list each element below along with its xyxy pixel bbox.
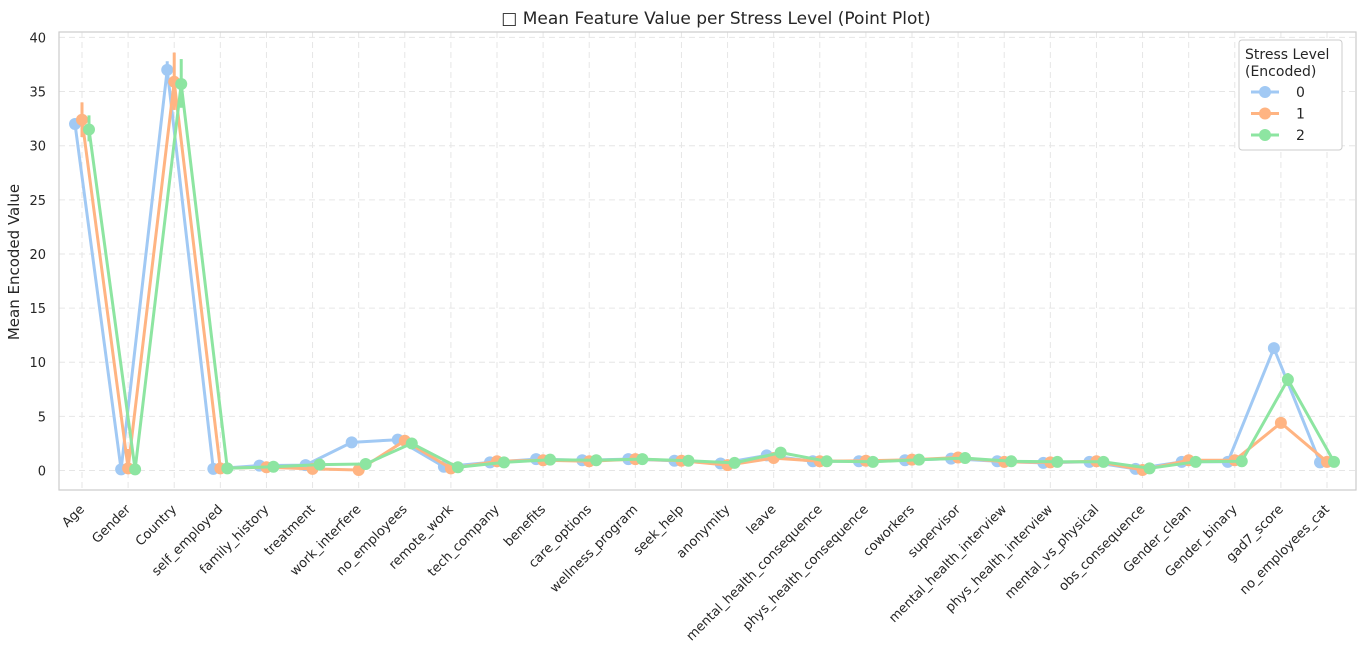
data-point <box>1097 455 1110 468</box>
legend-marker <box>1259 107 1271 120</box>
data-point <box>161 63 174 76</box>
y-tick-label: 20 <box>29 248 46 263</box>
x-tick-label: benefits <box>501 502 549 550</box>
data-point <box>345 436 358 449</box>
data-point <box>590 454 603 467</box>
legend-title-line-2: (Encoded) <box>1245 64 1316 80</box>
data-point <box>1005 455 1018 468</box>
x-tick-labels: Age GenderCountryself_employedfamily_hist… <box>59 502 1332 644</box>
x-tick-label: wellness_program <box>547 502 641 596</box>
data-point <box>405 437 418 450</box>
y-tick-label: 0 <box>38 465 46 480</box>
data-point <box>76 113 88 126</box>
data-point <box>774 446 787 459</box>
data-point <box>1328 455 1340 468</box>
legend-box <box>1238 39 1343 151</box>
data-point <box>913 453 925 466</box>
data-point <box>83 123 95 136</box>
x-tick-label: leave <box>744 502 780 538</box>
y-tick-labels: 0 5 10 15 20 25 30 35 40 <box>29 31 46 479</box>
legend-marker <box>1259 86 1271 98</box>
data-point <box>221 462 234 475</box>
data-point <box>175 77 188 90</box>
chart-title: □ Mean Feature Value per Stress Level (P… <box>501 9 930 29</box>
data-point <box>1267 342 1280 355</box>
data-point <box>959 452 972 465</box>
data-point <box>1235 455 1248 468</box>
data-point <box>1274 416 1287 429</box>
plot-frame <box>58 31 1357 491</box>
x-tick-label: obs_consequence <box>1056 502 1148 594</box>
grid-layer <box>59 32 1356 490</box>
data-point <box>1143 462 1156 475</box>
series-group-0 <box>69 61 1326 476</box>
x-tick-label: no_employees_cat <box>1237 502 1333 598</box>
legend-items: 0 1 2 <box>1251 85 1305 144</box>
data-point <box>313 458 326 471</box>
data-point <box>820 455 833 468</box>
series-layer <box>69 52 1340 476</box>
y-axis-title: Mean Encoded Value <box>5 184 23 340</box>
series-group-1 <box>76 52 1333 476</box>
legend-label: 1 <box>1296 107 1305 123</box>
legend-item-1: 1 <box>1251 107 1305 123</box>
data-point <box>129 463 142 476</box>
legend-label: 2 <box>1296 128 1305 144</box>
series-line-0 <box>73 68 1322 471</box>
data-point <box>1189 455 1202 468</box>
data-point <box>498 456 510 469</box>
y-tick-label: 15 <box>29 302 46 317</box>
y-tick-label: 40 <box>29 31 46 46</box>
x-tick-label: Age <box>59 502 87 530</box>
y-tick-label: 25 <box>29 194 46 209</box>
series-line-1 <box>80 80 1328 472</box>
data-point <box>1051 455 1064 468</box>
series-line-2 <box>87 82 1336 471</box>
legend-item-2: 2 <box>1251 128 1305 144</box>
data-point <box>682 454 695 467</box>
data-point <box>1281 373 1294 386</box>
y-tick-label: 30 <box>29 140 46 155</box>
data-point <box>728 456 741 469</box>
x-tick-label: Country <box>133 502 180 549</box>
data-point <box>267 460 280 473</box>
legend-title-line-1: Stress Level <box>1245 47 1329 63</box>
legend-label: 0 <box>1296 85 1305 101</box>
legend-marker <box>1259 129 1271 141</box>
data-point <box>451 461 464 474</box>
legend: Stress Level (Encoded) 0 1 2 <box>1238 39 1343 151</box>
data-point <box>359 458 372 471</box>
y-tick-label: 35 <box>29 86 46 101</box>
data-point <box>544 453 557 466</box>
legend-item-0: 0 <box>1251 85 1305 101</box>
y-tick-label: 5 <box>38 410 46 425</box>
x-tick-label: Gender <box>89 502 134 547</box>
data-point <box>866 455 879 468</box>
series-group-2 <box>83 59 1340 476</box>
y-tick-label: 10 <box>29 356 46 371</box>
data-point <box>636 453 649 466</box>
